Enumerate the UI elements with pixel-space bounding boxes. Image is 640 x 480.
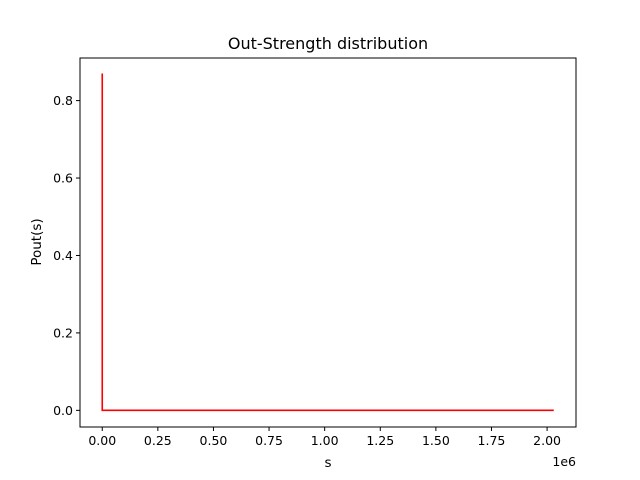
series-line [101, 73, 554, 412]
y-axis-label: Pout(s) [29, 218, 45, 265]
x-tick-label: 0.75 [255, 433, 283, 448]
plot-area [101, 73, 554, 412]
x-tick-label: 1.50 [422, 433, 450, 448]
x-tick-label: 2.00 [533, 433, 561, 448]
y-tick-label: 0.8 [53, 93, 73, 108]
y-tick-label: 0.0 [53, 403, 73, 418]
x-tick-label: 1.00 [311, 433, 339, 448]
x-axis: 0.00 0.25 0.50 0.75 1.00 1.25 1.50 1.75 2.00 [88, 427, 561, 448]
y-tick-label: 0.4 [53, 248, 73, 263]
x-axis-offset-label: 1e6 [552, 454, 576, 469]
y-axis: 0.0 0.2 0.4 0.6 0.8 [53, 93, 80, 418]
y-tick-label: 0.6 [53, 171, 73, 186]
y-tick-label: 0.2 [53, 325, 73, 340]
x-tick-label: 1.75 [478, 433, 506, 448]
axes-frame [79, 57, 577, 428]
x-tick-label: 0.25 [144, 433, 172, 448]
chart-title: Out-Strength distribution [228, 34, 428, 53]
x-tick-label: 0.50 [200, 433, 228, 448]
x-axis-label: s [324, 455, 331, 471]
x-tick-label: 0.00 [88, 433, 116, 448]
x-tick-label: 1.25 [366, 433, 394, 448]
